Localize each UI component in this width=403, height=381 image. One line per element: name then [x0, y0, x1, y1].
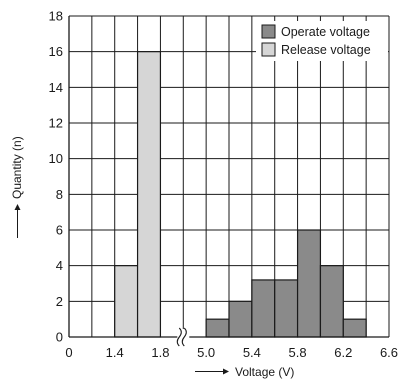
y-tick-label: 12 — [49, 116, 63, 131]
bar-operate-voltage — [319, 265, 344, 338]
y-tick-label: 10 — [49, 151, 63, 166]
y-tick-label: 0 — [56, 330, 63, 345]
bar-operate-voltage — [205, 318, 230, 338]
x-tick-label: 5.4 — [243, 345, 261, 360]
legend-swatch-release — [261, 42, 276, 57]
bar-release-voltage — [114, 265, 139, 338]
axis-break-icon — [176, 327, 190, 347]
y-tick-label: 14 — [49, 80, 63, 95]
x-tick-label: 6.2 — [334, 345, 352, 360]
bars — [114, 51, 367, 338]
axis-break-mark — [181, 327, 187, 347]
x-axis-arrow-head — [223, 368, 229, 375]
x-tick-label: 0 — [65, 345, 72, 360]
y-tick-label: 16 — [49, 44, 63, 59]
bar-operate-voltage — [274, 279, 299, 338]
x-tick-label: 6.6 — [380, 345, 398, 360]
x-axis-label: Voltage (V) — [235, 365, 294, 379]
axis-break-mark — [176, 327, 182, 347]
bar-operate-voltage — [228, 300, 253, 338]
bar-operate-voltage — [251, 279, 276, 338]
x-tick-label: 1.8 — [151, 345, 169, 360]
legend-label-release: Release voltage — [281, 43, 371, 57]
y-tick-label: 18 — [49, 9, 63, 24]
legend-swatch-operate — [261, 24, 276, 39]
bar-release-voltage — [136, 51, 162, 338]
legend-label-operate: Operate voltage — [281, 25, 370, 39]
legend-box — [256, 21, 388, 61]
y-tick-label: 6 — [56, 223, 63, 238]
bar-operate-voltage — [296, 229, 322, 338]
y-tick-label: 4 — [56, 258, 63, 273]
y-tick-label: 8 — [56, 187, 63, 202]
grid — [68, 15, 390, 338]
x-axis-title: Voltage (V) — [195, 365, 294, 379]
y-axis-label: Quantity (n) — [10, 136, 24, 199]
x-tick-label: 5.0 — [197, 345, 215, 360]
axes — [68, 16, 389, 338]
legend: Operate voltage Release voltage — [256, 21, 388, 61]
x-tick-label: 5.8 — [289, 345, 307, 360]
x-tick-label: 1.4 — [106, 345, 124, 360]
y-axis-arrow-head — [14, 204, 21, 210]
y-tick-label: 2 — [56, 294, 63, 309]
bar-operate-voltage — [342, 318, 367, 338]
tick-labels: 0 2 4 6 8 10 12 14 16 18 0 1.4 1.8 5.0 5.4 5.8 6.2 6.6 — [49, 9, 399, 361]
y-axis-title: Quantity (n) — [10, 136, 24, 238]
